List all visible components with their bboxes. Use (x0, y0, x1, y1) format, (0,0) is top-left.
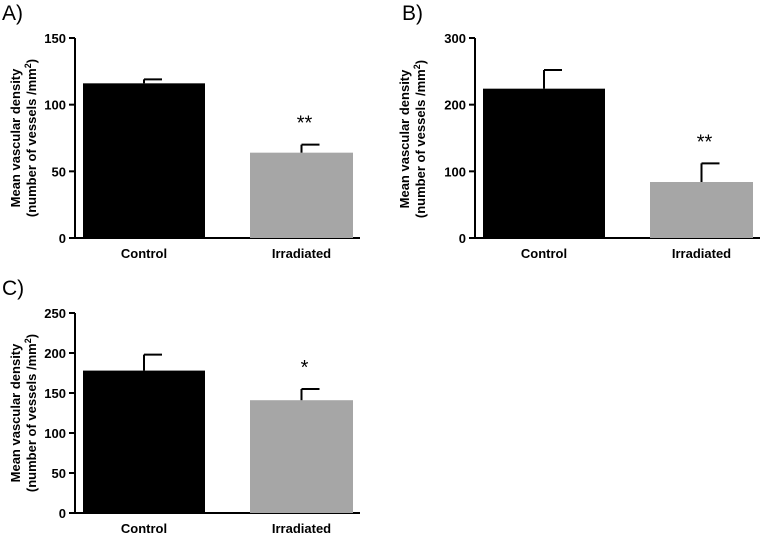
x-category-label: Control (121, 246, 167, 261)
x-category-label: Control (521, 246, 567, 261)
y-axis-label: Mean vascular density (number of vessels… (397, 60, 428, 218)
y-tick-label: 100 (44, 98, 66, 113)
y-tick-label: 150 (44, 386, 66, 401)
y-tick-label: 0 (59, 506, 66, 521)
y-axis-label-line2: (number of vessels /mm2) (23, 334, 39, 492)
y-axis-label-line1: Mean vascular density (8, 68, 23, 207)
y-tick-label: 150 (44, 31, 66, 46)
y-tick-label: 50 (52, 466, 66, 481)
y-axis-label-line2: (number of vessels /mm2) (412, 60, 428, 218)
significance-marker: ** (697, 131, 713, 153)
y-tick-label: 200 (44, 346, 66, 361)
y-tick-label: 300 (444, 31, 466, 46)
y-tick-label: 50 (52, 164, 66, 179)
y-tick-label: 100 (444, 164, 466, 179)
panel-label: C) (2, 277, 24, 300)
significance-marker: ** (297, 113, 313, 135)
y-tick-label: 0 (59, 231, 66, 246)
y-axis-label-line2: (number of vessels /mm2) (23, 59, 39, 217)
x-category-label: Control (121, 521, 167, 535)
bar-control (83, 83, 205, 238)
bar-irradiated (250, 152, 353, 238)
y-axis-label: Mean vascular density (number of vessels… (8, 59, 39, 217)
bar-control (483, 88, 605, 239)
bar-irradiated (250, 400, 353, 513)
y-tick-label: 0 (459, 231, 466, 246)
panel-c: C) Mean vascular density (number of vess… (2, 277, 360, 535)
panel-label: B) (402, 2, 423, 25)
panel-a: A) Mean vascular density (number of vess… (2, 2, 360, 261)
panel-label: A) (2, 2, 23, 25)
bar-control (83, 370, 205, 513)
y-axis-label: Mean vascular density (number of vessels… (8, 334, 39, 492)
y-axis-label-line1: Mean vascular density (8, 343, 23, 482)
x-category-label: Irradiated (272, 246, 331, 261)
x-category-label: Irradiated (272, 521, 331, 535)
y-tick-label: 200 (444, 98, 466, 113)
y-tick-label: 100 (44, 426, 66, 441)
panel-b: B) Mean vascular density (number of vess… (397, 2, 760, 261)
y-axis-label-line1: Mean vascular density (397, 69, 412, 208)
bar-irradiated (650, 182, 753, 238)
significance-marker: * (301, 357, 309, 379)
x-category-label: Irradiated (672, 246, 731, 261)
y-tick-label: 250 (44, 306, 66, 321)
